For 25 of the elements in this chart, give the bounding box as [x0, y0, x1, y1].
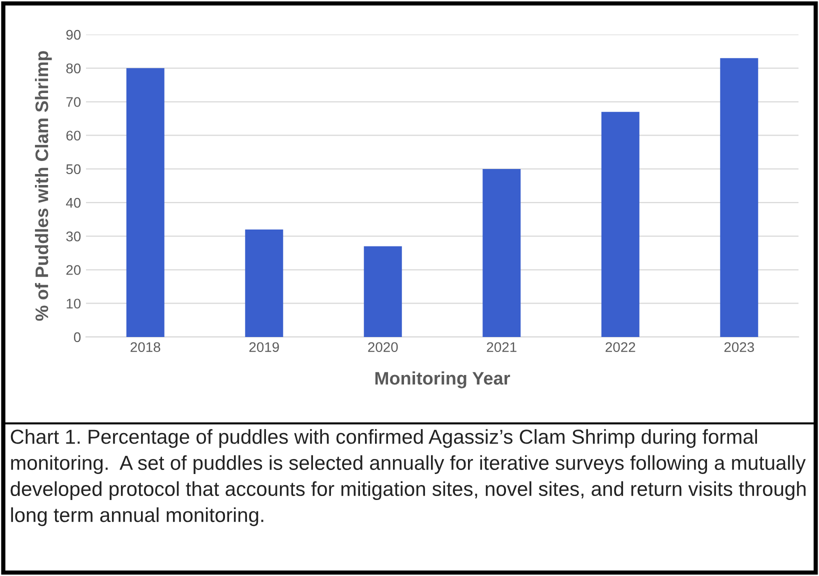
y-tick-label: 50	[66, 164, 81, 174]
y-tick-label: 30	[66, 231, 81, 242]
caption: Chart 1. Percentage of puddles with confirmed Agassiz’s Clam Shrimp during formal monitoring. A set of puddles is selected annually for iterative surveys following a mutually developed protocol that accounts for mitigation sites, novel sites, and return visits through long term annual monitoring.	[10, 429, 806, 526]
y-tick-label: 80	[66, 63, 81, 74]
y-tick-label: 40	[66, 198, 81, 208]
bar	[601, 112, 640, 337]
x-tick-label: 2020	[368, 342, 398, 352]
x-tick-label: 2018	[130, 342, 160, 352]
bar	[126, 68, 164, 337]
bar	[245, 229, 284, 337]
y-tick-label: 10	[66, 298, 81, 309]
bar	[364, 246, 402, 337]
y-axis-title: % of Puddles with Clam Shrimp	[34, 51, 52, 321]
y-tick-label: 0	[74, 332, 81, 342]
x-tick-label: 2021	[486, 342, 516, 352]
bar	[482, 168, 521, 337]
y-tick-label: 60	[66, 130, 81, 141]
y-tick-label: 90	[66, 30, 81, 40]
y-tick-label: 20	[66, 265, 81, 275]
x-tick-label: 2019	[249, 342, 279, 352]
bar	[720, 58, 758, 337]
x-tick-label: 2023	[724, 342, 754, 352]
y-tick-label: 70	[66, 97, 81, 107]
x-axis-title: Monitoring Year	[375, 371, 510, 388]
x-tick-label: 2022	[606, 342, 636, 352]
